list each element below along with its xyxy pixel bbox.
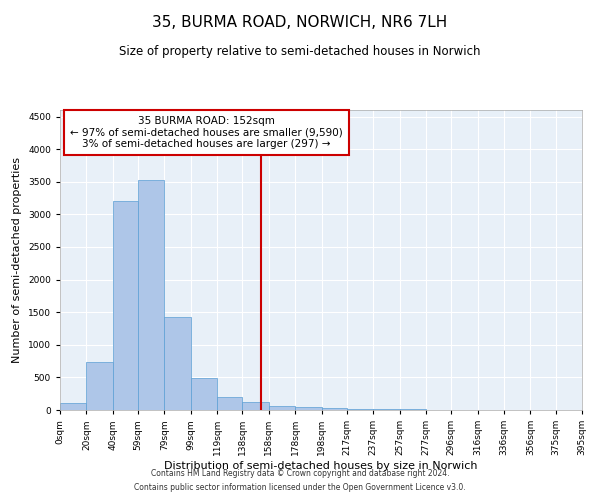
Bar [217,397,242,410]
Bar [347,408,373,410]
Bar [138,180,164,410]
Bar [60,404,86,410]
Bar [269,406,295,410]
Bar [191,378,217,410]
Bar [242,402,269,410]
Text: Size of property relative to semi-detached houses in Norwich: Size of property relative to semi-detach… [119,45,481,58]
Text: 35, BURMA ROAD, NORWICH, NR6 7LH: 35, BURMA ROAD, NORWICH, NR6 7LH [152,15,448,30]
Bar [322,408,347,410]
Text: Contains HM Land Registry data © Crown copyright and database right 2024.: Contains HM Land Registry data © Crown c… [151,468,449,477]
Y-axis label: Number of semi-detached properties: Number of semi-detached properties [13,157,22,363]
Text: 35 BURMA ROAD: 152sqm
← 97% of semi-detached houses are smaller (9,590)
3% of se: 35 BURMA ROAD: 152sqm ← 97% of semi-deta… [70,116,343,149]
Bar [373,409,400,410]
X-axis label: Distribution of semi-detached houses by size in Norwich: Distribution of semi-detached houses by … [164,461,478,471]
Text: Contains public sector information licensed under the Open Government Licence v3: Contains public sector information licen… [134,484,466,492]
Bar [86,362,113,410]
Bar [113,202,138,410]
Bar [164,318,191,410]
Bar [295,408,322,410]
